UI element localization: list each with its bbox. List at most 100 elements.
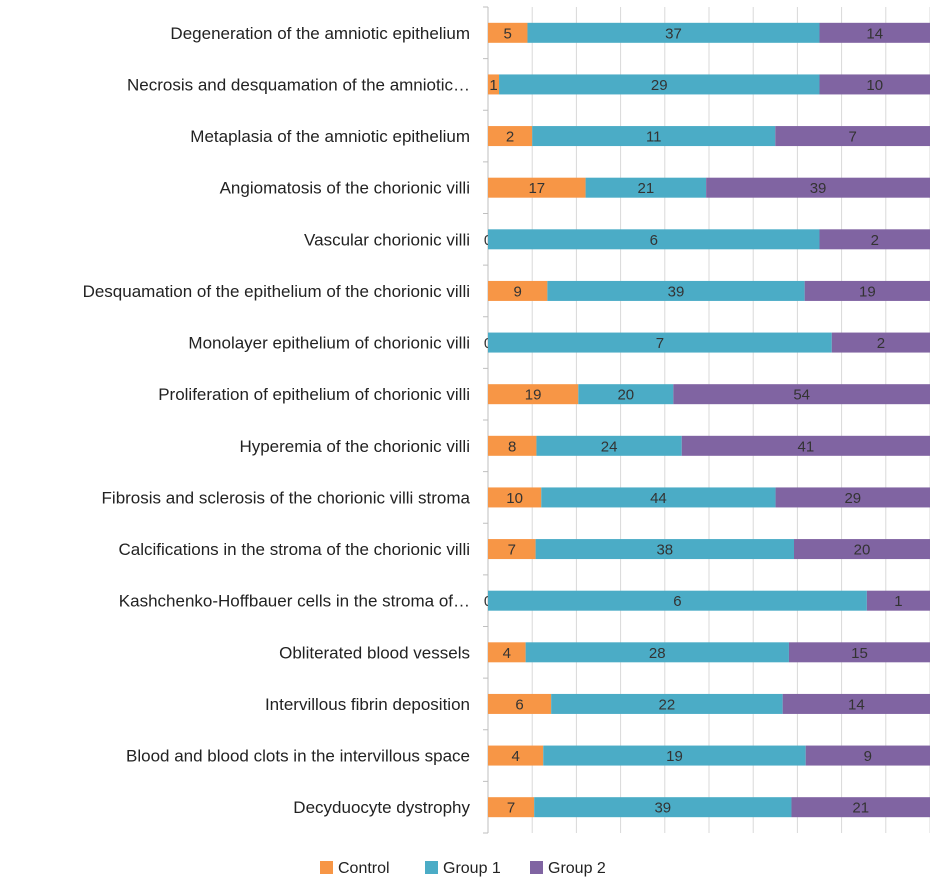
data-label: 2 bbox=[877, 335, 885, 352]
data-label: 20 bbox=[617, 387, 634, 404]
bar-segment bbox=[673, 384, 930, 405]
bar-segment bbox=[534, 797, 792, 818]
bar-segment bbox=[831, 332, 930, 353]
data-label: 37 bbox=[665, 25, 682, 42]
bar-segment bbox=[804, 280, 930, 301]
category-label: Vascular chorionic villi bbox=[304, 230, 470, 249]
bar-segment bbox=[488, 126, 533, 147]
bar-segment bbox=[488, 590, 867, 611]
data-label: 10 bbox=[506, 490, 523, 507]
data-label: 22 bbox=[659, 696, 676, 713]
bar-segment bbox=[681, 435, 930, 456]
bar-segment bbox=[488, 280, 548, 301]
data-label: 11 bbox=[646, 129, 662, 146]
bar-segment bbox=[535, 539, 794, 560]
data-label: 6 bbox=[650, 232, 658, 249]
bar-segment bbox=[794, 539, 930, 560]
data-label: 19 bbox=[525, 387, 542, 404]
bar-segment bbox=[488, 642, 526, 663]
bar-segment bbox=[819, 229, 930, 250]
bar-segment bbox=[541, 487, 776, 508]
data-label: 9 bbox=[514, 283, 522, 300]
data-label: 41 bbox=[798, 438, 815, 455]
bar-segment bbox=[488, 332, 832, 353]
category-label: Calcifications in the stroma of the chor… bbox=[119, 540, 470, 559]
data-label: 17 bbox=[528, 180, 545, 197]
data-label: 38 bbox=[656, 542, 673, 559]
data-label: 7 bbox=[507, 800, 515, 817]
bar-segment bbox=[585, 177, 707, 198]
category-label: Monolayer epithelium of chorionic villi bbox=[188, 334, 470, 353]
data-label: 39 bbox=[810, 180, 827, 197]
category-label: Hyperemia of the chorionic villi bbox=[239, 437, 470, 456]
data-label: 20 bbox=[854, 542, 871, 559]
category-label: Decyduocyte dystrophy bbox=[293, 798, 470, 817]
data-label: 7 bbox=[848, 129, 856, 146]
legend: Control Group 1 Group 2 bbox=[320, 860, 606, 877]
data-label: 9 bbox=[864, 748, 872, 765]
category-label: Proliferation of epithelium of chorionic… bbox=[158, 385, 470, 404]
bar-segment bbox=[788, 642, 930, 663]
data-label: 28 bbox=[649, 645, 666, 662]
bar-segment bbox=[866, 590, 930, 611]
data-label: 14 bbox=[848, 696, 865, 713]
legend-label: Group 2 bbox=[548, 860, 606, 877]
bar-segment bbox=[805, 745, 930, 766]
bar-segment bbox=[525, 642, 789, 663]
data-label: 39 bbox=[654, 800, 671, 817]
bar-segment bbox=[775, 487, 930, 508]
data-label: 6 bbox=[673, 593, 681, 610]
legend-label: Group 1 bbox=[443, 860, 501, 877]
bar-segment bbox=[819, 74, 930, 95]
category-labels: Degeneration of the amniotic epithelium N… bbox=[83, 24, 471, 817]
category-label: Kashchenko-Hoffbauer cells in the stroma… bbox=[119, 592, 470, 611]
bar-segment bbox=[782, 693, 930, 714]
bar-segment bbox=[527, 22, 820, 43]
category-label: Fibrosis and sclerosis of the chorionic … bbox=[102, 488, 471, 507]
data-label: 6 bbox=[515, 696, 523, 713]
category-label: Metaplasia of the amniotic epithelium bbox=[190, 127, 470, 146]
data-label: 7 bbox=[656, 335, 664, 352]
category-label: Desquamation of the epithelium of the ch… bbox=[83, 282, 470, 301]
bar-segment bbox=[488, 487, 542, 508]
bar-segment bbox=[543, 745, 806, 766]
bar-segment bbox=[551, 693, 783, 714]
data-label: 10 bbox=[866, 77, 883, 94]
bar-segment bbox=[578, 384, 674, 405]
data-label: 1 bbox=[489, 77, 497, 94]
data-label: 39 bbox=[668, 283, 685, 300]
data-label: 7 bbox=[508, 542, 516, 559]
bar-segment bbox=[819, 22, 930, 43]
data-label: 29 bbox=[844, 490, 861, 507]
bars: 5371412910211717213906293919072192054824… bbox=[484, 22, 930, 818]
data-label: 5 bbox=[504, 25, 512, 42]
data-label: 2 bbox=[871, 232, 879, 249]
legend-label: Control bbox=[338, 860, 390, 877]
bar-segment bbox=[775, 126, 930, 147]
legend-swatch bbox=[425, 861, 438, 874]
bar-segment bbox=[536, 435, 682, 456]
data-label: 15 bbox=[851, 645, 868, 662]
category-label: Angiomatosis of the chorionic villi bbox=[220, 179, 470, 198]
data-label: 19 bbox=[859, 283, 876, 300]
category-label: Degeneration of the amniotic epithelium bbox=[170, 24, 470, 43]
category-label: Blood and blood clots in the intervillou… bbox=[126, 747, 470, 766]
data-label: 54 bbox=[793, 387, 810, 404]
data-label: 21 bbox=[638, 180, 655, 197]
data-label: 2 bbox=[506, 129, 514, 146]
data-label: 14 bbox=[866, 25, 883, 42]
data-label: 24 bbox=[601, 438, 618, 455]
bar-segment bbox=[488, 74, 500, 95]
data-label: 1 bbox=[894, 593, 902, 610]
data-label: 29 bbox=[651, 77, 668, 94]
data-label: 8 bbox=[508, 438, 516, 455]
bar-segment bbox=[791, 797, 930, 818]
bar-segment bbox=[488, 539, 536, 560]
bar-segment bbox=[499, 74, 820, 95]
bar-segment bbox=[488, 693, 552, 714]
data-label: 19 bbox=[666, 748, 683, 765]
bar-segment bbox=[488, 384, 579, 405]
data-label: 4 bbox=[511, 748, 519, 765]
bar-segment bbox=[488, 745, 544, 766]
